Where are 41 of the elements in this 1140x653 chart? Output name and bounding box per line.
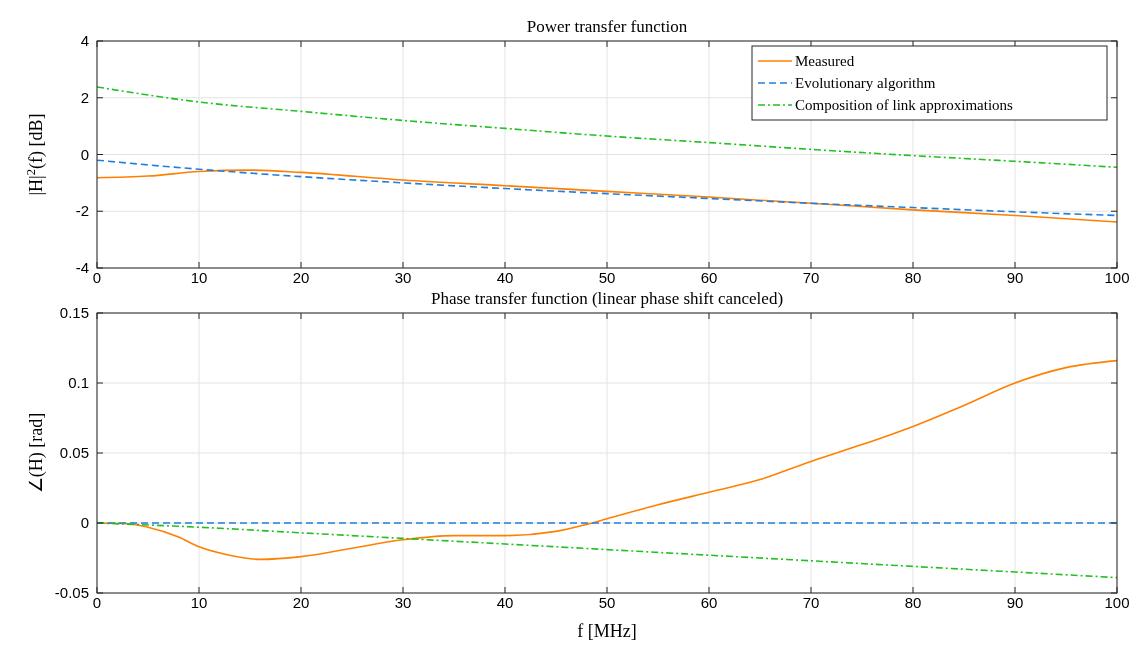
x-tick-label: 90	[1006, 269, 1024, 286]
y-tick-label: 4	[80, 32, 89, 49]
y-tick-label: 2	[80, 88, 89, 106]
line-series	[97, 159, 1117, 217]
line-series	[97, 169, 1117, 223]
x-tick-label: 10	[190, 594, 208, 611]
x-tick-label: 20	[292, 594, 310, 611]
x-tick-label: 70	[802, 269, 820, 286]
x-tick-label: 70	[802, 594, 820, 611]
x-tick-label: 50	[598, 269, 616, 286]
x-tick-label: 100	[1104, 594, 1130, 611]
x-tick-label: 50	[598, 594, 616, 611]
x-tick-label: 30	[394, 269, 412, 286]
x-tick-label: 100	[1104, 269, 1130, 286]
chart-title: Power transfer function	[526, 17, 688, 36]
y-axis-title: ∠(H) [rad]	[26, 412, 47, 494]
x-tick-label: 40	[496, 269, 514, 286]
y-tick-label: 0	[80, 145, 89, 163]
y-tick-label: 0.05	[59, 444, 89, 461]
legend-label: Evolutionary algorithm	[795, 75, 936, 91]
legend-label: Measured	[795, 53, 855, 69]
x-tick-label: 0	[92, 269, 102, 286]
x-tick-label: 60	[700, 594, 718, 611]
y-tick-label: 0.15	[59, 304, 89, 321]
x-tick-label: 80	[904, 269, 922, 286]
x-axis-title: f [MHz]	[577, 621, 637, 641]
chart-title: Phase transfer function (linear phase shift canceled)	[430, 289, 784, 308]
x-tick-label: 30	[394, 594, 412, 611]
x-tick-label: 90	[1006, 594, 1024, 611]
x-tick-label: 20	[292, 269, 310, 286]
y-tick-label: 0	[80, 514, 89, 531]
x-tick-label: 0	[92, 594, 102, 611]
y-tick-label: -0.05	[54, 584, 89, 601]
x-tick-label: 40	[496, 594, 514, 611]
x-tick-label: 80	[904, 594, 922, 611]
legend-label: Composition of link approximations	[795, 97, 1014, 113]
x-tick-label: 10	[190, 269, 208, 286]
y-tick-label: 0.1	[68, 374, 89, 391]
y-tick-label: -2	[75, 202, 89, 220]
x-tick-label: 60	[700, 269, 718, 286]
y-tick-label: -4	[75, 259, 89, 276]
